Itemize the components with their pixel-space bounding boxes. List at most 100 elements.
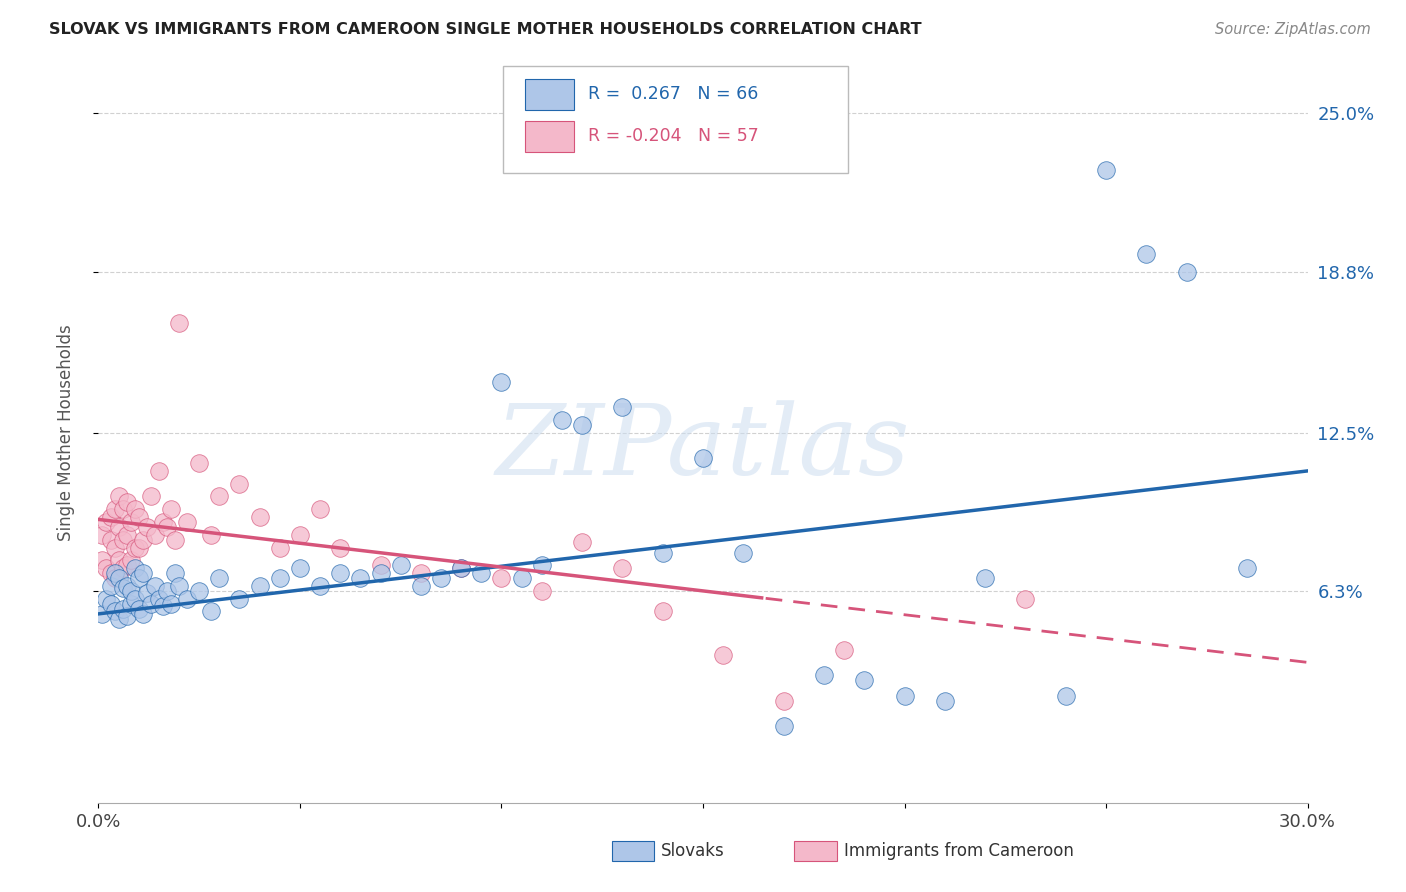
Point	[115, 609, 138, 624]
Point	[111, 601, 134, 615]
Point	[124, 591, 146, 606]
Point	[100, 579, 122, 593]
Point	[124, 502, 146, 516]
Point	[269, 571, 291, 585]
FancyBboxPatch shape	[526, 121, 574, 152]
Text: ZIPatlas: ZIPatlas	[496, 400, 910, 495]
Point	[163, 533, 186, 547]
Point	[711, 648, 734, 662]
Point	[107, 571, 129, 585]
Point	[772, 694, 794, 708]
Point	[103, 566, 125, 580]
Point	[530, 558, 553, 573]
Point	[832, 642, 855, 657]
Point	[91, 553, 114, 567]
Point	[120, 515, 142, 529]
FancyBboxPatch shape	[503, 66, 848, 173]
Point	[612, 561, 634, 575]
Text: SLOVAK VS IMMIGRANTS FROM CAMEROON SINGLE MOTHER HOUSEHOLDS CORRELATION CHART: SLOVAK VS IMMIGRANTS FROM CAMEROON SINGL…	[49, 22, 922, 37]
Text: R =  0.267   N = 66: R = 0.267 N = 66	[588, 86, 758, 103]
Point	[370, 566, 392, 580]
Point	[107, 520, 129, 534]
Point	[530, 583, 553, 598]
Point	[167, 316, 190, 330]
Point	[100, 566, 122, 580]
Point	[249, 509, 271, 524]
Point	[612, 400, 634, 414]
Point	[111, 533, 134, 547]
Point	[156, 520, 179, 534]
Point	[100, 597, 122, 611]
Point	[200, 527, 222, 541]
Point	[135, 520, 157, 534]
Point	[120, 553, 142, 567]
Point	[228, 591, 250, 606]
Point	[893, 689, 915, 703]
Point	[692, 451, 714, 466]
Point	[409, 566, 432, 580]
Point	[148, 591, 170, 606]
Point	[103, 604, 125, 618]
Point	[409, 579, 432, 593]
Point	[135, 586, 157, 600]
Point	[111, 561, 134, 575]
Point	[450, 561, 472, 575]
Point	[139, 597, 162, 611]
Point	[128, 541, 150, 555]
Point	[120, 583, 142, 598]
Point	[96, 591, 118, 606]
Point	[288, 527, 311, 541]
Point	[551, 413, 574, 427]
Point	[124, 541, 146, 555]
Point	[96, 515, 118, 529]
Point	[152, 515, 174, 529]
Point	[188, 583, 211, 598]
Point	[107, 553, 129, 567]
Point	[813, 668, 835, 682]
Point	[1135, 247, 1157, 261]
Point	[107, 490, 129, 504]
Point	[1175, 265, 1198, 279]
Text: R = -0.204   N = 57: R = -0.204 N = 57	[588, 128, 759, 145]
Point	[160, 502, 183, 516]
Point	[309, 579, 332, 593]
Point	[329, 566, 352, 580]
Point	[100, 509, 122, 524]
Point	[103, 502, 125, 516]
Point	[103, 541, 125, 555]
Point	[128, 571, 150, 585]
Point	[269, 541, 291, 555]
Text: Source: ZipAtlas.com: Source: ZipAtlas.com	[1215, 22, 1371, 37]
Point	[491, 375, 513, 389]
Point	[571, 535, 593, 549]
Point	[103, 571, 125, 585]
Point	[91, 607, 114, 621]
Point	[176, 591, 198, 606]
Point	[934, 694, 956, 708]
Point	[115, 494, 138, 508]
Point	[128, 601, 150, 615]
Point	[148, 464, 170, 478]
Point	[200, 604, 222, 618]
Text: Immigrants from Cameroon: Immigrants from Cameroon	[844, 842, 1073, 860]
Point	[115, 558, 138, 573]
Point	[143, 579, 166, 593]
Point	[115, 527, 138, 541]
Point	[450, 561, 472, 575]
Point	[132, 533, 155, 547]
Point	[132, 566, 155, 580]
Point	[163, 566, 186, 580]
Point	[853, 673, 876, 688]
Point	[772, 719, 794, 733]
Point	[309, 502, 332, 516]
Point	[370, 558, 392, 573]
Point	[974, 571, 997, 585]
Point	[96, 561, 118, 575]
Point	[329, 541, 352, 555]
Point	[91, 527, 114, 541]
FancyBboxPatch shape	[526, 78, 574, 110]
Point	[139, 490, 162, 504]
Point	[510, 571, 533, 585]
Point	[491, 571, 513, 585]
Point	[651, 546, 673, 560]
